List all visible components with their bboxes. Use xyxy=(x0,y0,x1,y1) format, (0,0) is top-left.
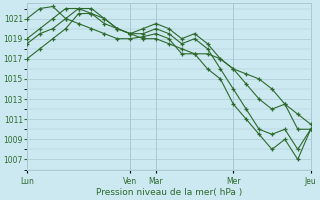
X-axis label: Pression niveau de la mer( hPa ): Pression niveau de la mer( hPa ) xyxy=(96,188,242,197)
